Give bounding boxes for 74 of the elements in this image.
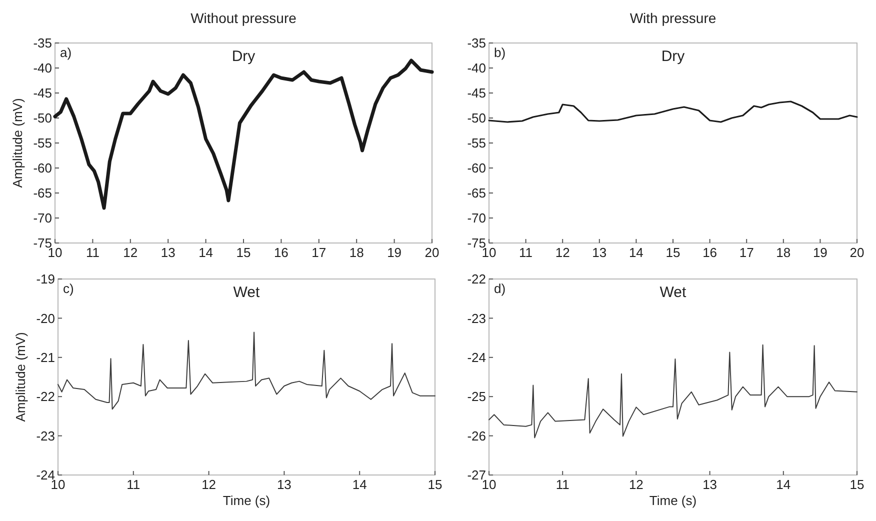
annotation: Dry bbox=[232, 48, 256, 65]
x-tick-label: 10 bbox=[482, 477, 496, 492]
y-tick-label: -25 bbox=[467, 389, 486, 404]
chart-title: With pressure bbox=[630, 10, 716, 26]
y-tick-label: -23 bbox=[36, 428, 55, 444]
y-tick-label: -60 bbox=[467, 160, 486, 176]
y-tick-label: -45 bbox=[33, 86, 52, 101]
y-tick-label: -35 bbox=[467, 36, 486, 51]
x-tick-label: 14 bbox=[352, 477, 367, 492]
x-tick-label: 12 bbox=[123, 245, 138, 260]
y-tick-label: -26 bbox=[467, 428, 486, 444]
x-tick-label: 18 bbox=[349, 245, 364, 260]
y-tick-label: -50 bbox=[33, 110, 52, 126]
x-tick-label: 12 bbox=[555, 245, 570, 260]
x-tick-label: 19 bbox=[387, 245, 402, 260]
x-tick-label: 11 bbox=[86, 245, 100, 260]
x-tick-label: 11 bbox=[126, 477, 140, 492]
x-tick-label: 13 bbox=[592, 245, 607, 260]
x-tick-label: 20 bbox=[424, 245, 440, 260]
x-tick-label: 13 bbox=[160, 245, 176, 260]
annotation: b) bbox=[494, 45, 506, 60]
y-tick-label: -55 bbox=[467, 136, 486, 151]
chart-title: Without pressure bbox=[190, 10, 297, 26]
x-tick-label: 15 bbox=[850, 477, 864, 492]
x-tick-label: 14 bbox=[628, 245, 644, 260]
x-tick-label: 15 bbox=[236, 245, 251, 260]
x-tick-label: 20 bbox=[850, 245, 864, 260]
y-tick-label: -40 bbox=[33, 60, 52, 76]
y-tick-label: -45 bbox=[467, 86, 486, 101]
annotation: Dry bbox=[661, 48, 686, 65]
y-tick-label: -60 bbox=[33, 160, 52, 176]
y-axis-title: Amplitude (mV) bbox=[10, 98, 25, 188]
y-tick-label: -24 bbox=[467, 350, 486, 365]
annotation: a) bbox=[60, 45, 72, 60]
y-tick-label: -70 bbox=[33, 210, 52, 226]
x-tick-label: 18 bbox=[776, 245, 791, 260]
y-tick-label: -50 bbox=[467, 110, 486, 126]
annotation: Wet bbox=[233, 284, 261, 301]
x-tick-label: 17 bbox=[312, 245, 326, 260]
y-tick-label: -19 bbox=[36, 272, 55, 287]
x-tick-label: 11 bbox=[556, 477, 570, 492]
y-tick-label: -40 bbox=[467, 60, 486, 76]
line-series bbox=[58, 332, 436, 410]
x-tick-label: 16 bbox=[702, 245, 718, 260]
y-tick-label: -65 bbox=[33, 186, 52, 201]
x-axis-title: Time (s) bbox=[222, 493, 270, 508]
y-tick-label: -22 bbox=[36, 389, 55, 404]
x-tick-label: 14 bbox=[198, 245, 214, 260]
annotation: d) bbox=[494, 281, 506, 296]
y-tick-label: -70 bbox=[467, 210, 486, 226]
x-tick-label: 12 bbox=[202, 477, 216, 492]
line-series bbox=[488, 344, 858, 438]
y-tick-label: -65 bbox=[467, 186, 486, 201]
y-tick-label: -55 bbox=[33, 136, 52, 151]
y-tick-label: -23 bbox=[467, 310, 486, 326]
x-tick-label: 13 bbox=[702, 477, 718, 492]
x-tick-label: 17 bbox=[739, 245, 754, 260]
y-tick-label: -35 bbox=[33, 36, 52, 51]
line-series bbox=[488, 100, 858, 123]
y-tick-label: -21 bbox=[36, 350, 55, 365]
annotation: Wet bbox=[660, 284, 688, 301]
x-tick-label: 14 bbox=[776, 477, 791, 492]
y-tick-label: -20 bbox=[36, 310, 55, 326]
x-tick-label: 16 bbox=[274, 245, 288, 260]
x-tick-label: 13 bbox=[276, 477, 292, 492]
x-tick-label: 15 bbox=[428, 477, 442, 492]
y-axis-title: Amplitude (mV) bbox=[13, 332, 28, 422]
x-tick-label: 11 bbox=[519, 245, 533, 260]
x-axis-title: Time (s) bbox=[649, 493, 697, 508]
x-tick-label: 12 bbox=[628, 477, 644, 492]
annotation: c) bbox=[63, 281, 74, 296]
x-tick-label: 19 bbox=[812, 245, 828, 260]
y-tick-label: -22 bbox=[467, 272, 486, 287]
x-tick-label: 15 bbox=[666, 245, 680, 260]
